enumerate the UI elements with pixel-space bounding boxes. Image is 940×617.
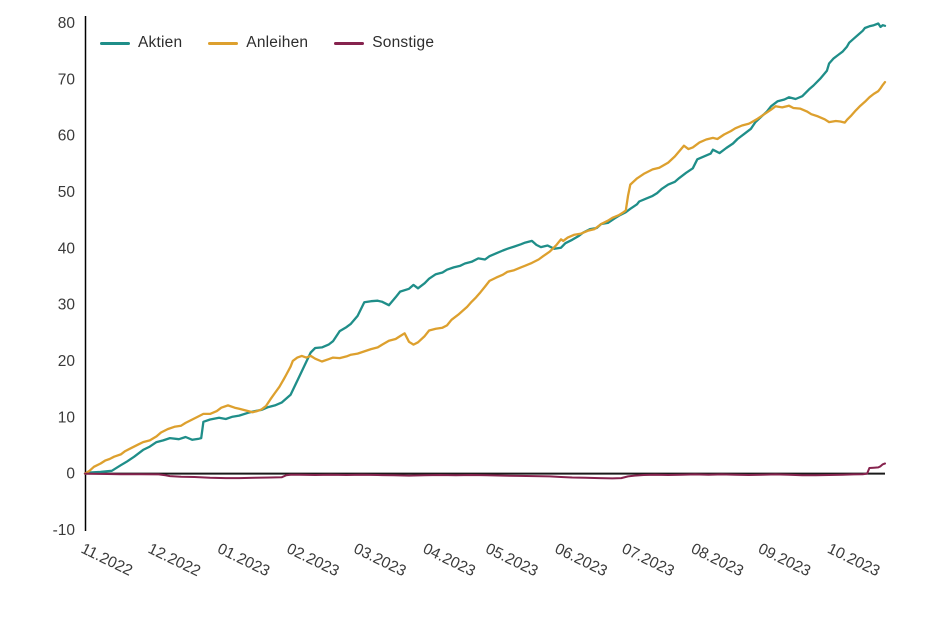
y-tick-label: 40 — [58, 240, 76, 257]
x-tick-label: 08.2023 — [688, 540, 746, 580]
x-tick-label: 01.2023 — [215, 540, 273, 580]
y-tick-label: 30 — [58, 297, 76, 314]
x-tick-label: 03.2023 — [351, 540, 409, 580]
x-tick-label: 02.2023 — [284, 540, 342, 580]
legend-item-aktien: Aktien — [100, 34, 182, 52]
x-tick-label: 05.2023 — [483, 540, 541, 580]
legend-label-anleihen: Anleihen — [246, 34, 309, 51]
legend-label-aktien: Aktien — [138, 34, 183, 51]
y-tick-label: 50 — [58, 184, 76, 201]
legend-item-sonstige: Sonstige — [334, 34, 434, 52]
y-tick-label: 10 — [58, 409, 76, 426]
y-tick-label: 20 — [58, 353, 76, 370]
anleihen-line-swatch-icon — [208, 41, 239, 45]
x-tick-label: 12.2022 — [145, 540, 203, 580]
aktien-line-swatch-icon — [100, 41, 130, 45]
legend-item-anleihen: Anleihen — [208, 34, 308, 52]
y-tick-label: 80 — [58, 15, 76, 32]
x-tick-label: 06.2023 — [552, 540, 610, 580]
series-line-anleihen — [83, 80, 887, 475]
y-tick-label: -10 — [53, 522, 76, 539]
sonstige-line-swatch-icon — [334, 41, 365, 45]
y-tick-label: 0 — [66, 466, 75, 483]
x-tick-label: 09.2023 — [755, 540, 813, 580]
x-tick-label: 04.2023 — [420, 540, 478, 580]
series-line-sonstige — [84, 462, 886, 480]
y-tick-label: 70 — [58, 71, 76, 88]
series-line-aktien — [83, 22, 887, 475]
legend-label-sonstige: Sonstige — [372, 34, 435, 51]
x-tick-label: 11.2022 — [78, 540, 135, 579]
x-tick-label: 10.2023 — [825, 540, 883, 580]
y-tick-label: 60 — [58, 128, 76, 145]
x-tick-label: 07.2023 — [619, 540, 677, 580]
chart-legend: Aktien Anleihen Sonstige — [100, 34, 434, 52]
